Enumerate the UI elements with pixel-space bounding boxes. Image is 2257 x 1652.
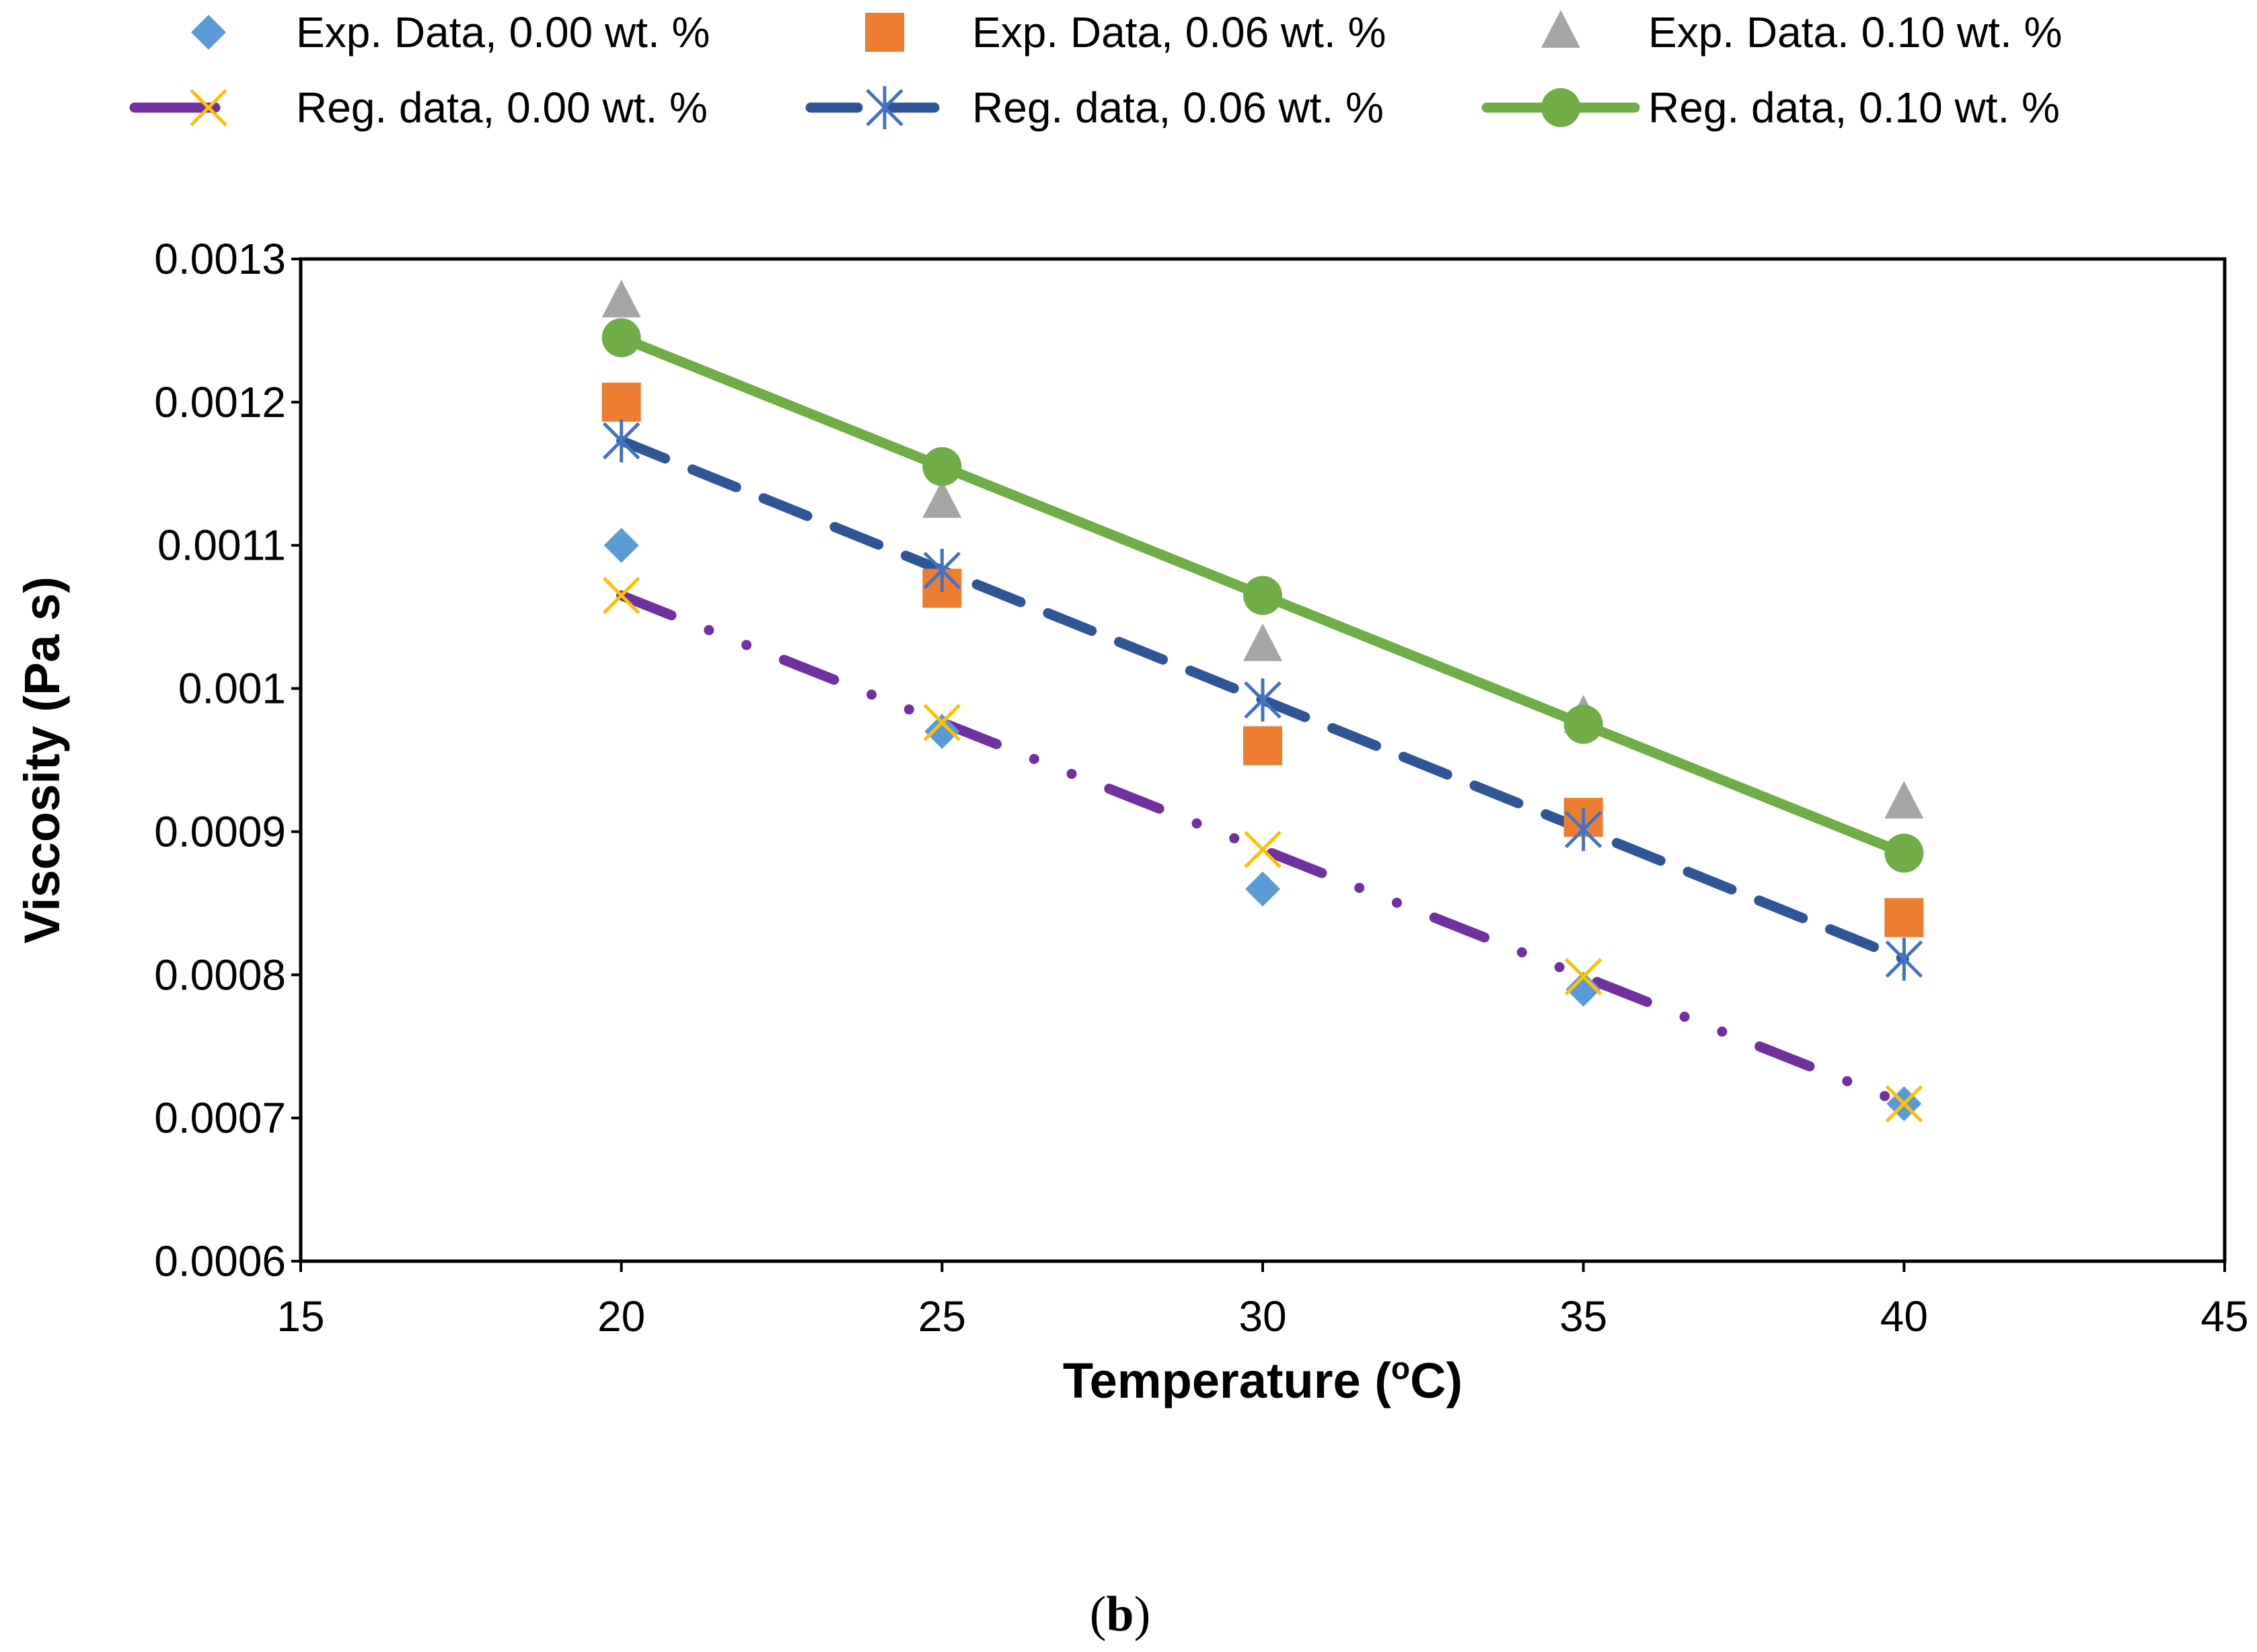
- legend-label: Exp. Data. 0.10 wt. %: [1648, 8, 2062, 57]
- legend-label: Reg. data, 0.06 wt. %: [972, 83, 1384, 132]
- y-tick-label: 0.0012: [154, 378, 286, 426]
- y-tick-label: 0.0008: [154, 950, 286, 999]
- square-point: [1884, 898, 1924, 938]
- x-axis: 15 20 25 30 35 40 45: [276, 1261, 2249, 1341]
- data-points: [601, 279, 1924, 1123]
- x-tick-label: 30: [1238, 1292, 1286, 1341]
- square-point: [1243, 726, 1282, 765]
- legend-item: Exp. Data. 0.10 wt. %: [1541, 8, 2062, 57]
- x-point: [602, 576, 640, 614]
- x-tick-label: 25: [918, 1292, 966, 1341]
- circle-point: [1563, 704, 1603, 744]
- legend: Exp. Data, 0.00 wt. % Exp. Data, 0.06 wt.…: [129, 8, 2062, 132]
- y-tick-label: 0.0009: [154, 807, 286, 856]
- x-tick-label: 15: [276, 1292, 324, 1341]
- x-point: [923, 704, 961, 741]
- star-point: [602, 419, 640, 463]
- circle-point: [1243, 576, 1282, 615]
- y-tick-label: 0.0006: [154, 1237, 286, 1285]
- legend-item: Exp. Data, 0.00 wt. %: [191, 8, 710, 57]
- star-point: [1244, 678, 1282, 722]
- legend-item: Reg. data, 0.00 wt. %: [129, 83, 708, 132]
- x-point: [1244, 831, 1282, 868]
- legend-x-marker: [190, 89, 227, 126]
- x-point: [1564, 958, 1602, 996]
- plot-area: 15 20 25 30 35 40 45 0.00060.00070.00080.00090…: [154, 235, 2248, 1341]
- x-axis-title: Temperature (oC): [1063, 1351, 1463, 1409]
- star-point: [1885, 937, 1923, 981]
- circle-point: [601, 318, 641, 358]
- diamond-point: [924, 714, 960, 749]
- diamond-point: [603, 527, 639, 563]
- x-tick-label: 35: [1559, 1292, 1607, 1341]
- star-point: [923, 548, 961, 592]
- triangle-point: [601, 279, 641, 317]
- y-axis-title: Viscosity (Pa s): [14, 576, 70, 944]
- y-tick-label: 0.0011: [157, 521, 286, 570]
- y-tick-label: 0.001: [178, 665, 286, 713]
- y-axis: 0.0006 0.0007 0.0008 0.0009 0.001 0.0011 0.001…: [154, 235, 301, 1285]
- triangle-point: [1884, 780, 1924, 819]
- legend-diamond-marker: [191, 15, 226, 50]
- legend-label: Exp. Data, 0.00 wt. %: [296, 8, 710, 57]
- legend-label: Reg. data, 0.00 wt. %: [296, 83, 708, 132]
- legend-triangle-marker: [1541, 10, 1580, 48]
- circle-point: [1884, 833, 1924, 873]
- y-tick-label: 0.0013: [154, 235, 286, 283]
- triangle-point: [1243, 623, 1282, 661]
- x-tick-label: 40: [1880, 1292, 1928, 1341]
- legend-label: Exp. Data, 0.06 wt. %: [972, 8, 1386, 57]
- legend-star-marker: [866, 86, 903, 129]
- square-point: [601, 382, 641, 422]
- star-point: [1564, 808, 1602, 852]
- figure-caption: (b): [1090, 1587, 1150, 1642]
- regression-line-1: [616, 590, 1909, 1109]
- diamond-point: [1245, 871, 1280, 907]
- triangle-point: [922, 480, 962, 518]
- legend-square-marker: [865, 13, 904, 52]
- y-tick-label: 0.0007: [154, 1094, 286, 1142]
- circle-point: [922, 447, 962, 486]
- legend-circle-marker: [1541, 88, 1580, 127]
- x-tick-label: 20: [597, 1292, 645, 1341]
- legend-item: Reg. data, 0.06 wt. %: [805, 83, 1384, 132]
- legend-label: Reg. data, 0.10 wt. %: [1648, 83, 2060, 132]
- x-point: [1885, 1085, 1923, 1123]
- legend-item: Exp. Data, 0.06 wt. %: [865, 8, 1386, 57]
- x-tick-label: 45: [2200, 1292, 2248, 1341]
- legend-item: Reg. data, 0.10 wt. %: [1481, 83, 2060, 132]
- diamond-point: [1565, 971, 1601, 1007]
